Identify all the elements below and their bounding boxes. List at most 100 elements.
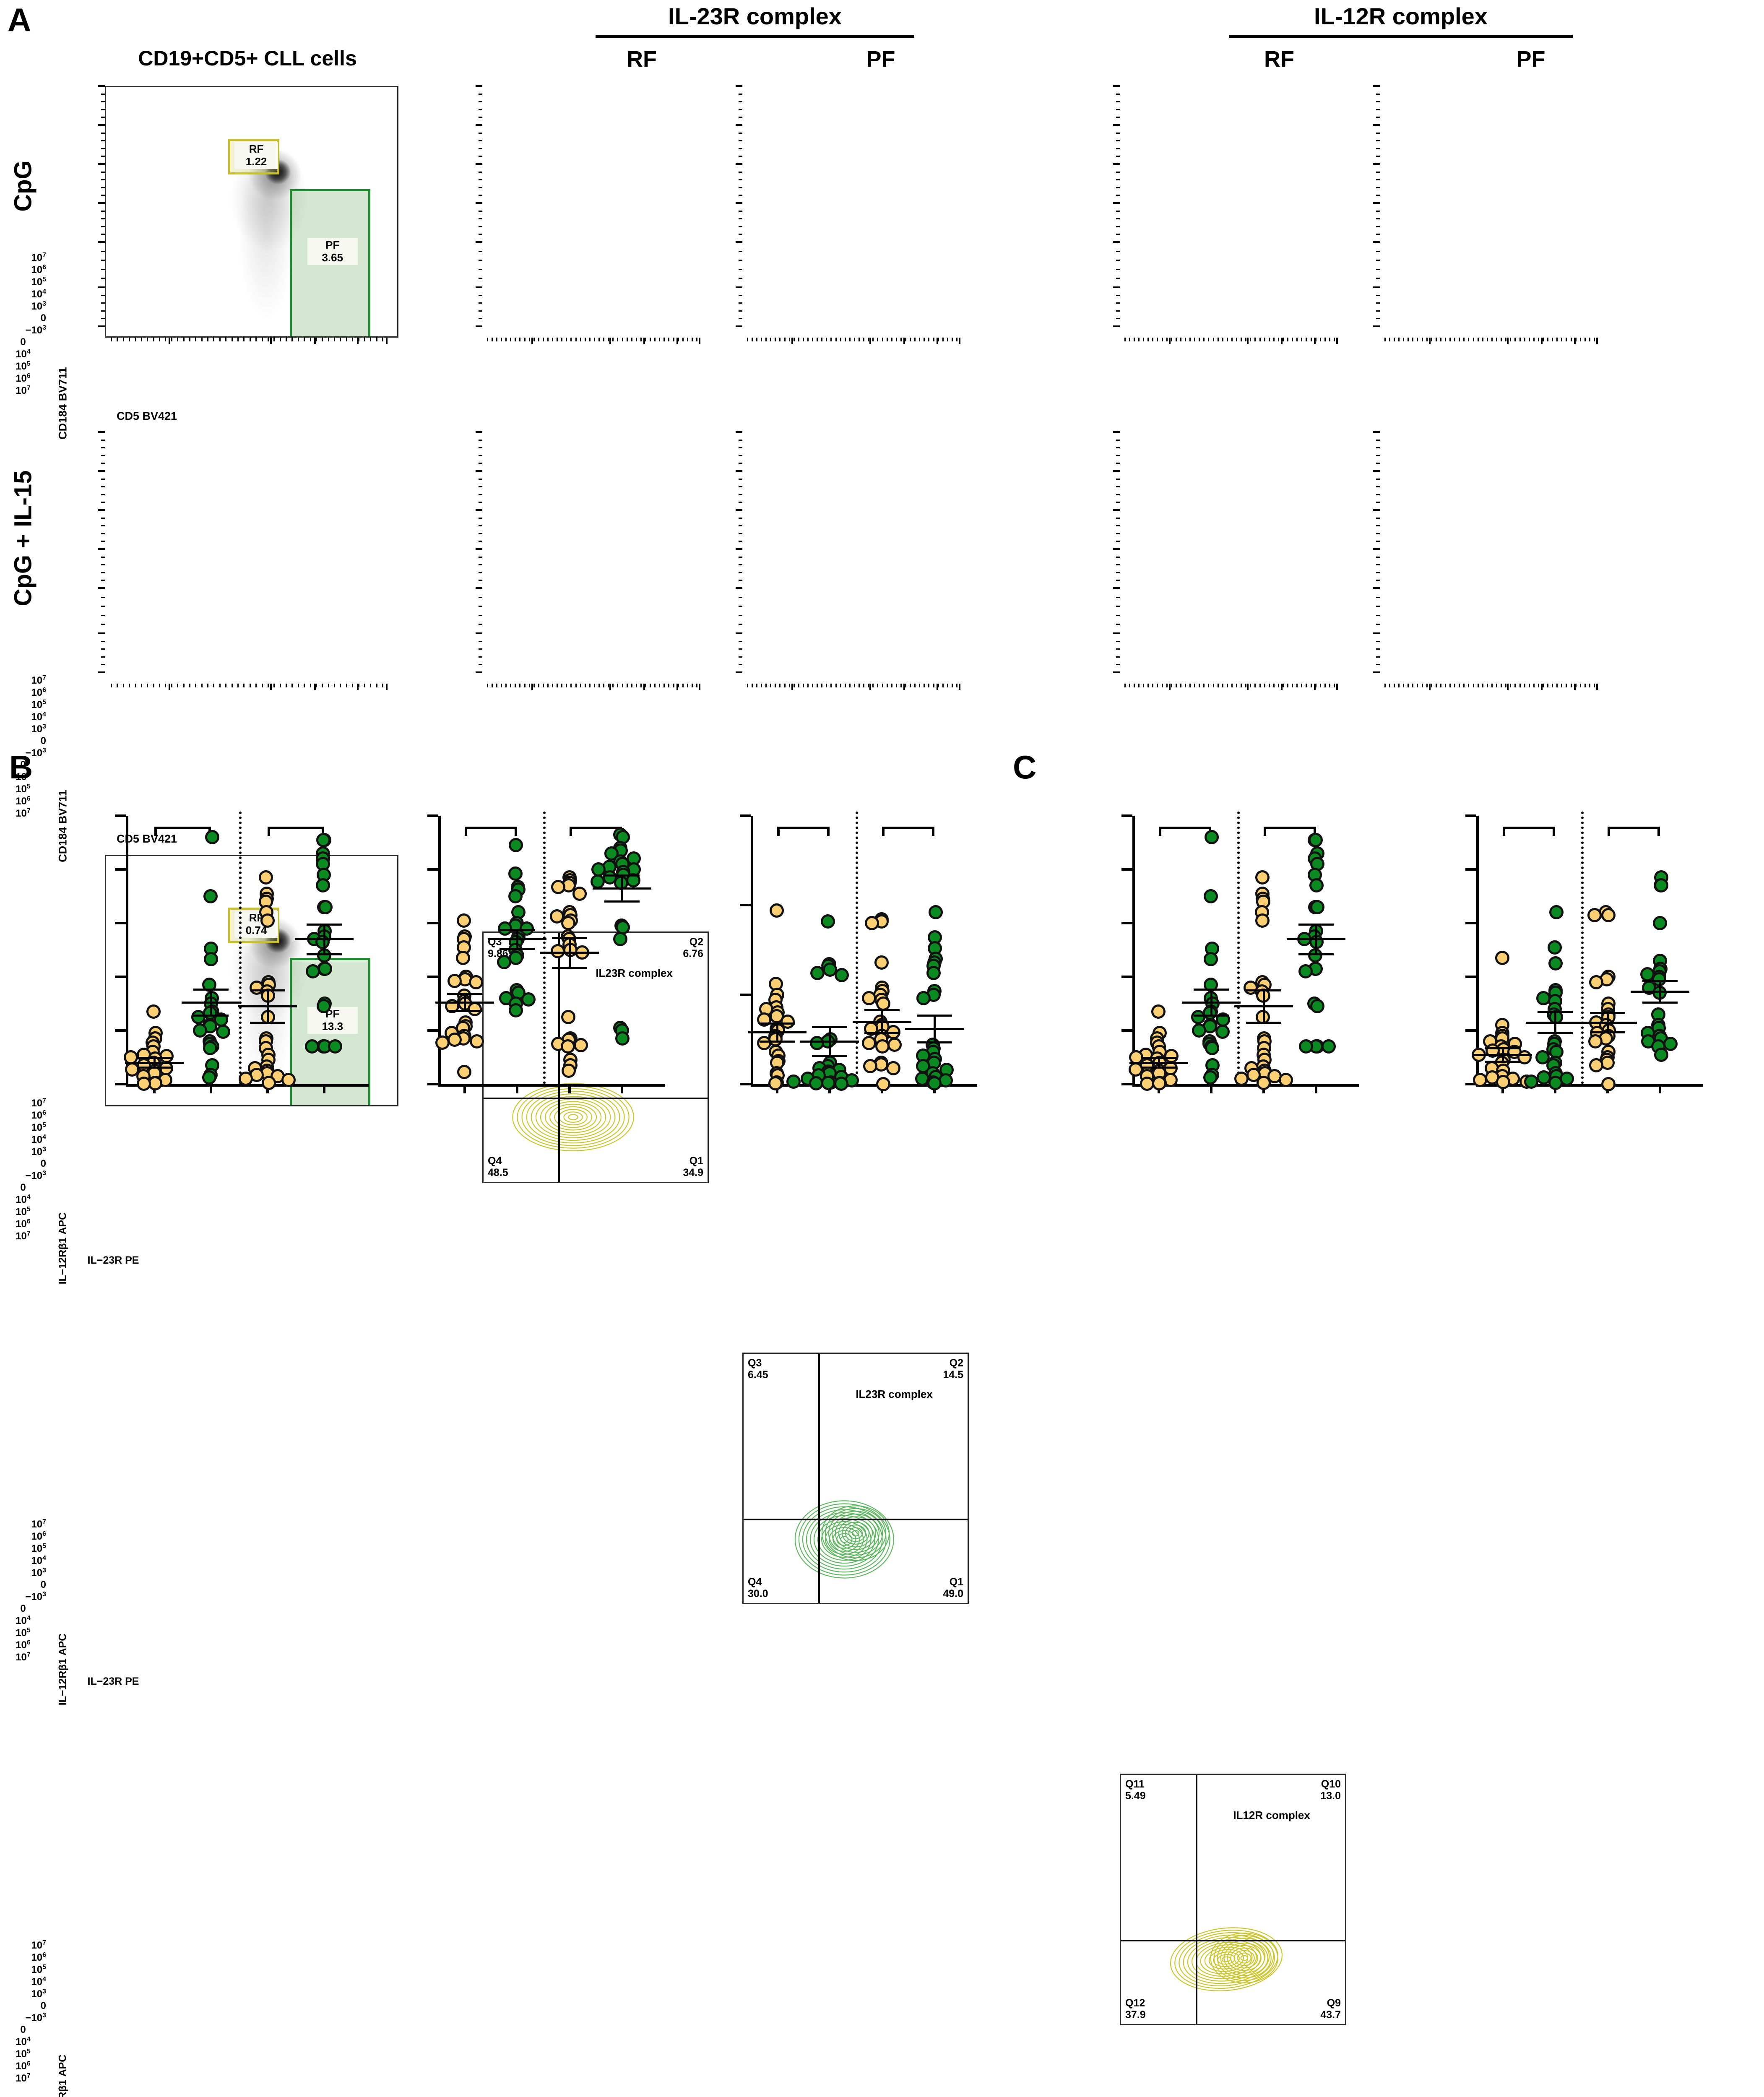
group-header-il23r: IL-23R complex bbox=[596, 3, 914, 38]
quad8-xtick-minor-28 bbox=[1514, 684, 1516, 687]
error-bar-cap-bottom-3-1 bbox=[812, 1055, 847, 1057]
quad8-ytick-minor-2-3 bbox=[1376, 533, 1380, 534]
quad4-xtick-minor-1 bbox=[1389, 338, 1390, 341]
quad6-xtick-minor-0 bbox=[747, 684, 748, 687]
quad1-xtick-minor-26 bbox=[608, 338, 609, 341]
quad2-ytick-minor-0-3 bbox=[739, 109, 742, 110]
data-point bbox=[1205, 1041, 1219, 1055]
error-bar-cap-top-4-0 bbox=[1141, 1057, 1176, 1059]
quad2-xtick-minor-14 bbox=[812, 338, 813, 341]
quad1-xtick-minor-3 bbox=[501, 338, 502, 341]
quad7-xtick-minor-29 bbox=[1259, 684, 1261, 687]
quad4-xtick-minor-2 bbox=[1394, 338, 1395, 341]
data-point bbox=[457, 913, 471, 928]
quad5-xtick-minor-23 bbox=[594, 684, 595, 687]
quad8-xtick-minor-43 bbox=[1584, 684, 1586, 687]
quad7-ytick-minor-4-3 bbox=[1116, 615, 1120, 616]
quad3-ytick-minor-3-3 bbox=[1116, 226, 1120, 227]
quad6-ytick-minor-2-3 bbox=[739, 533, 742, 534]
gating1-xtick-mark-2 bbox=[314, 338, 316, 344]
gating2-xtick-minor-28 bbox=[280, 684, 281, 687]
error-bar-vertical-5-2 bbox=[1607, 1013, 1609, 1032]
gating2-ytick-mark-4 bbox=[98, 587, 105, 589]
gating1-xtick-minor-27 bbox=[273, 338, 275, 341]
gating1-xtick-minor-10 bbox=[171, 338, 172, 341]
error-bar-vertical-1-0 bbox=[154, 1058, 156, 1067]
data-point bbox=[468, 1002, 482, 1016]
gating2-ytick-mark-2 bbox=[98, 509, 105, 511]
quadrant-id: Q3 bbox=[488, 936, 502, 948]
gating2-xtick-mark-2 bbox=[314, 684, 316, 690]
quad1-xtick-minor-25 bbox=[603, 338, 604, 341]
gating2-xtick-minor-8 bbox=[159, 684, 160, 687]
gating-plot-1-xlabel: CD5 BV421 bbox=[0, 410, 294, 423]
data-point bbox=[1299, 1039, 1313, 1054]
data-point bbox=[926, 966, 941, 980]
gating1-ytick-minor-5-3 bbox=[101, 310, 105, 312]
quad5-xtick-minor-10 bbox=[533, 684, 535, 687]
gating1-xtick-minor-17 bbox=[213, 338, 214, 341]
quad6-xtick-minor-21 bbox=[845, 684, 846, 687]
quad3-xtick-minor-43 bbox=[1324, 338, 1326, 341]
quad6-xtick-minor-12 bbox=[803, 684, 804, 687]
quad1-ytick-minor-1-1 bbox=[479, 133, 482, 134]
quad7-ytick-minor-5-1 bbox=[1116, 641, 1120, 642]
gating2-xtick-minor-29 bbox=[286, 684, 287, 687]
quad2-ytick-minor-4-3 bbox=[739, 269, 742, 270]
quadrant-plot-2-ylabel: IL−12Rβ1 APC bbox=[57, 1607, 69, 1733]
gate-rf-value: 1.22 bbox=[246, 155, 267, 168]
gating1-xtick-minor-20 bbox=[232, 338, 233, 341]
quad1-xtick-minor-36 bbox=[654, 338, 656, 341]
quad5-xtick-minor-14 bbox=[552, 684, 553, 687]
quad2-xtick-minor-21 bbox=[845, 338, 846, 341]
quad8-xtick-minor-10 bbox=[1431, 684, 1432, 687]
quad7-ytick-minor-0-4 bbox=[1116, 463, 1120, 464]
quad8-xtick-minor-32 bbox=[1533, 684, 1535, 687]
data-point bbox=[1140, 1077, 1154, 1091]
error-bar-cap-top-3-1 bbox=[812, 1026, 847, 1028]
error-bar-vertical-5-3 bbox=[1659, 981, 1661, 1002]
quad7-ytick-mark-6 bbox=[1113, 671, 1120, 673]
data-point bbox=[146, 1004, 161, 1019]
quadrant-value: 48.5 bbox=[488, 1167, 508, 1179]
error-bar-vertical-3-2 bbox=[881, 1010, 883, 1033]
quad1-xtick-minor-10 bbox=[533, 338, 535, 341]
quad4-xtick-minor-34 bbox=[1543, 338, 1544, 341]
quad6-ytick-minor-4-4 bbox=[739, 624, 742, 625]
quad8-xtick-minor-20 bbox=[1478, 684, 1479, 687]
group-divider-2 bbox=[543, 812, 546, 1084]
quad4-ytick-minor-1-4 bbox=[1376, 156, 1380, 157]
gating1-xtick-minor-35 bbox=[322, 338, 323, 341]
y-tick-mark-2-2 bbox=[427, 976, 438, 978]
gating2-xtick-minor-4 bbox=[135, 684, 136, 687]
data-point bbox=[262, 1076, 276, 1090]
quad8-ytick-minor-4-1 bbox=[1376, 597, 1380, 598]
quad8-xtick-minor-0 bbox=[1384, 684, 1386, 687]
quad2-ytick-minor-5-4 bbox=[739, 318, 742, 319]
quad3-xtick-minor-1 bbox=[1129, 338, 1130, 341]
x-tick-mark-1-1 bbox=[210, 1084, 212, 1093]
quad5-xtick-minor-29 bbox=[622, 684, 623, 687]
quad8-ytick-minor-3-4 bbox=[1376, 580, 1380, 581]
gating2-xtick-minor-17 bbox=[213, 684, 214, 687]
quad3-xtick-minor-40 bbox=[1311, 338, 1312, 341]
quad1-xtick-minor-34 bbox=[645, 338, 646, 341]
quad3-ytick-minor-4-3 bbox=[1116, 269, 1120, 270]
quad1-xtick-minor-43 bbox=[687, 338, 688, 341]
gating2-xtick-minor-31 bbox=[298, 684, 299, 687]
gating1-xtick-minor-40 bbox=[352, 338, 353, 341]
quad5-ytick-minor-4-3 bbox=[479, 615, 482, 616]
data-point bbox=[521, 992, 536, 1007]
quad4-xtick-minor-20 bbox=[1478, 338, 1479, 341]
quad4-xtick-minor-3 bbox=[1398, 338, 1400, 341]
data-point bbox=[1192, 1023, 1206, 1038]
quad8-xtick-minor-22 bbox=[1487, 684, 1488, 687]
quad8-xtick-minor-27 bbox=[1510, 684, 1511, 687]
significance-bar-1-0 bbox=[154, 827, 211, 838]
